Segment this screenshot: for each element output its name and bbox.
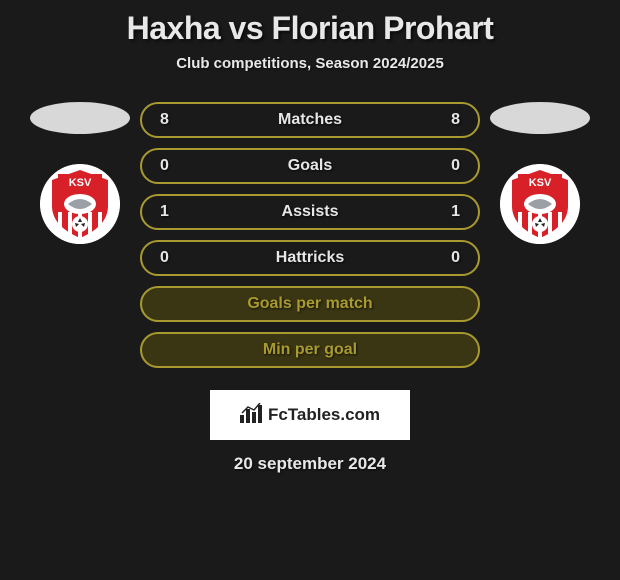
stat-label: Assists (282, 203, 339, 221)
stat-value-left: 1 (160, 203, 180, 221)
club-badge-left: KSV (40, 164, 120, 244)
club-badge-right: KSV (500, 164, 580, 244)
stat-label: Min per goal (263, 341, 357, 359)
stat-label: Matches (278, 111, 342, 129)
stat-row: Goals per match (140, 286, 480, 322)
stat-value-right: 0 (440, 249, 460, 267)
stat-row: 0 Hattricks 0 (140, 240, 480, 276)
stat-label: Goals (288, 157, 332, 175)
infographic-container: Haxha vs Florian Prohart Club competitio… (0, 0, 620, 474)
fctables-attribution: FcTables.com (210, 390, 410, 440)
stat-label: Goals per match (247, 295, 372, 313)
player-photo-placeholder-right (490, 102, 590, 134)
stat-value-left: 0 (160, 157, 180, 175)
stat-label: Hattricks (276, 249, 344, 267)
left-player-col: KSV (20, 102, 140, 244)
player-photo-placeholder-left (30, 102, 130, 134)
main-row: KSV (0, 102, 620, 368)
stat-value-left: 8 (160, 111, 180, 129)
ksv-badge-icon: KSV (500, 164, 580, 244)
infographic-date: 20 september 2024 (234, 454, 386, 474)
page-title: Haxha vs Florian Prohart (127, 10, 494, 47)
stat-value-right: 8 (440, 111, 460, 129)
stat-row: 0 Goals 0 (140, 148, 480, 184)
fctables-chart-icon (240, 403, 262, 428)
page-subtitle: Club competitions, Season 2024/2025 (176, 55, 444, 72)
stats-column: 8 Matches 8 0 Goals 0 1 Assists 1 0 Hattricks 0 Goal… (140, 102, 480, 368)
stat-row: Min per goal (140, 332, 480, 368)
stat-value-left: 0 (160, 249, 180, 267)
ksv-badge-icon: KSV (40, 164, 120, 244)
stat-value-right: 1 (440, 203, 460, 221)
stat-row: 1 Assists 1 (140, 194, 480, 230)
stat-row: 8 Matches 8 (140, 102, 480, 138)
badge-label-left: KSV (69, 177, 92, 189)
right-player-col: KSV (480, 102, 600, 244)
stat-value-right: 0 (440, 157, 460, 175)
fctables-label: FcTables.com (268, 405, 380, 425)
badge-label-right: KSV (529, 177, 552, 189)
